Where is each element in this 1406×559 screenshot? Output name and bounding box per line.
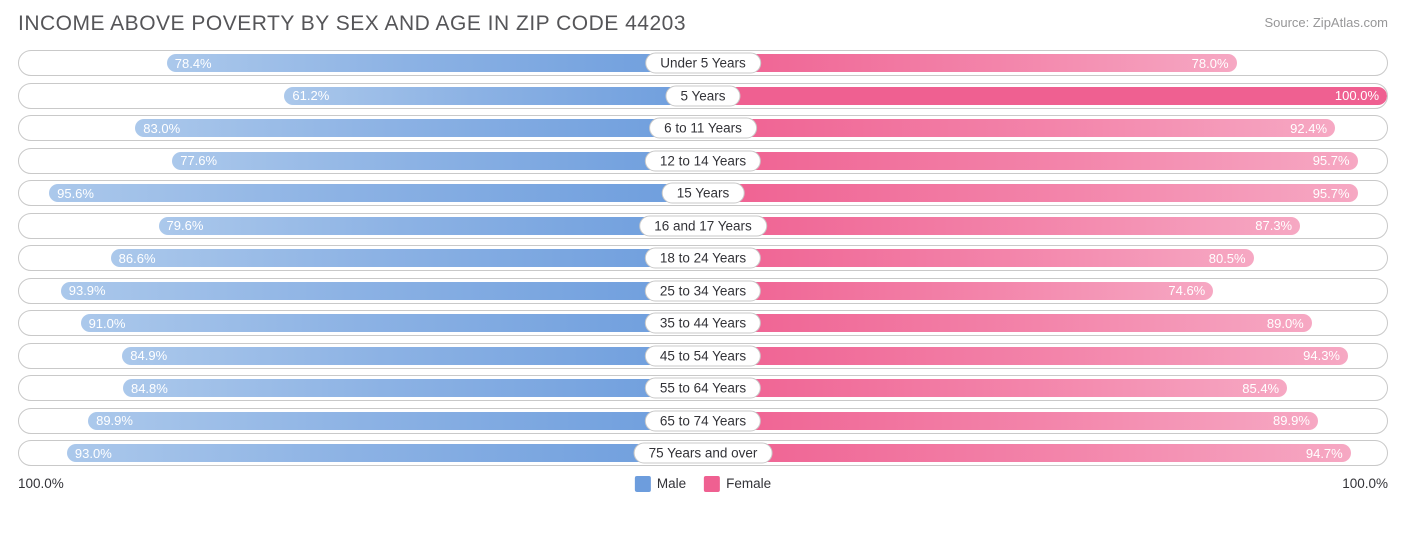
bar-female: 74.6% [703, 282, 1213, 300]
bar-male: 84.9% [122, 347, 703, 365]
axis-label-left: 100.0% [18, 476, 64, 491]
age-label: 16 and 17 Years [639, 215, 767, 236]
bar-female: 85.4% [703, 379, 1287, 397]
bar-male: 89.9% [88, 412, 703, 430]
chart-row: 84.9% 94.3% 45 to 54 Years [18, 343, 1388, 369]
bar-male: 78.4% [167, 54, 703, 72]
bar-value-male: 84.9% [130, 348, 167, 363]
bar-value-male: 78.4% [175, 56, 212, 71]
bar-value-female: 89.0% [1267, 316, 1304, 331]
bar-female: 89.0% [703, 314, 1312, 332]
bar-male: 83.0% [135, 119, 703, 137]
bar-male: 84.8% [123, 379, 703, 397]
legend-item-male: Male [635, 476, 686, 492]
bar-male: 95.6% [49, 184, 703, 202]
bar-female: 100.0% [703, 87, 1387, 105]
bar-value-female: 74.6% [1168, 283, 1205, 298]
legend-label-male: Male [657, 476, 686, 491]
bar-male: 77.6% [172, 152, 703, 170]
chart-row: 95.6% 95.7% 15 Years [18, 180, 1388, 206]
chart-header: INCOME ABOVE POVERTY BY SEX AND AGE IN Z… [18, 12, 1388, 36]
age-label: 65 to 74 Years [645, 410, 761, 431]
bar-value-male: 83.0% [143, 121, 180, 136]
axis-label-right: 100.0% [1342, 476, 1388, 491]
bar-female: 87.3% [703, 217, 1300, 235]
bar-value-male: 79.6% [167, 218, 204, 233]
chart-row: 61.2% 100.0% 5 Years [18, 83, 1388, 109]
bar-female: 89.9% [703, 412, 1318, 430]
bar-value-male: 77.6% [180, 153, 217, 168]
bar-value-female: 94.3% [1303, 348, 1340, 363]
age-label: 12 to 14 Years [645, 150, 761, 171]
bar-value-female: 78.0% [1192, 56, 1229, 71]
chart-row: 83.0% 92.4% 6 to 11 Years [18, 115, 1388, 141]
bar-female: 94.7% [703, 444, 1351, 462]
bar-male: 91.0% [81, 314, 703, 332]
diverging-bar-chart: 78.4% 78.0% Under 5 Years 61.2% 100.0% 5 Year… [18, 50, 1388, 466]
chart-row: 79.6% 87.3% 16 and 17 Years [18, 213, 1388, 239]
bar-male: 93.0% [67, 444, 703, 462]
age-label: 35 to 44 Years [645, 313, 761, 334]
chart-row: 86.6% 80.5% 18 to 24 Years [18, 245, 1388, 271]
bar-female: 94.3% [703, 347, 1348, 365]
chart-row: 91.0% 89.0% 35 to 44 Years [18, 310, 1388, 336]
bar-male: 93.9% [61, 282, 703, 300]
bar-value-male: 93.0% [75, 446, 112, 461]
chart-row: 78.4% 78.0% Under 5 Years [18, 50, 1388, 76]
bar-value-female: 80.5% [1209, 251, 1246, 266]
age-label: 5 Years [665, 85, 740, 106]
chart-source: Source: ZipAtlas.com [1264, 15, 1388, 30]
chart-row: 93.0% 94.7% 75 Years and over [18, 440, 1388, 466]
bar-value-male: 84.8% [131, 381, 168, 396]
chart-row: 77.6% 95.7% 12 to 14 Years [18, 148, 1388, 174]
chart-title: INCOME ABOVE POVERTY BY SEX AND AGE IN Z… [18, 12, 686, 36]
age-label: 25 to 34 Years [645, 280, 761, 301]
bar-value-male: 93.9% [69, 283, 106, 298]
bar-female: 95.7% [703, 184, 1358, 202]
age-label: 45 to 54 Years [645, 345, 761, 366]
bar-value-female: 95.7% [1313, 186, 1350, 201]
legend-swatch-female [704, 476, 720, 492]
legend-item-female: Female [704, 476, 771, 492]
bar-value-male: 89.9% [96, 413, 133, 428]
legend: Male Female [635, 476, 771, 492]
bar-value-male: 86.6% [119, 251, 156, 266]
bar-value-male: 95.6% [57, 186, 94, 201]
chart-row: 93.9% 74.6% 25 to 34 Years [18, 278, 1388, 304]
bar-value-female: 100.0% [1335, 88, 1379, 103]
bar-value-female: 87.3% [1255, 218, 1292, 233]
age-label: 6 to 11 Years [649, 118, 757, 139]
bar-female: 95.7% [703, 152, 1358, 170]
bar-value-female: 94.7% [1306, 446, 1343, 461]
chart-footer: 100.0% Male Female 100.0% [18, 473, 1388, 495]
age-label: 18 to 24 Years [645, 248, 761, 269]
bar-male: 79.6% [159, 217, 703, 235]
bar-value-male: 61.2% [292, 88, 329, 103]
chart-row: 89.9% 89.9% 65 to 74 Years [18, 408, 1388, 434]
bar-female: 80.5% [703, 249, 1254, 267]
age-label: 55 to 64 Years [645, 378, 761, 399]
bar-value-female: 89.9% [1273, 413, 1310, 428]
age-label: 75 Years and over [634, 443, 773, 464]
age-label: 15 Years [662, 183, 745, 204]
bar-value-female: 95.7% [1313, 153, 1350, 168]
legend-swatch-male [635, 476, 651, 492]
legend-label-female: Female [726, 476, 771, 491]
bar-value-male: 91.0% [89, 316, 126, 331]
bar-female: 78.0% [703, 54, 1237, 72]
bar-value-female: 85.4% [1242, 381, 1279, 396]
bar-female: 92.4% [703, 119, 1335, 137]
age-label: Under 5 Years [645, 53, 761, 74]
bar-male: 86.6% [111, 249, 703, 267]
bar-value-female: 92.4% [1290, 121, 1327, 136]
chart-row: 84.8% 85.4% 55 to 64 Years [18, 375, 1388, 401]
bar-male: 61.2% [284, 87, 703, 105]
